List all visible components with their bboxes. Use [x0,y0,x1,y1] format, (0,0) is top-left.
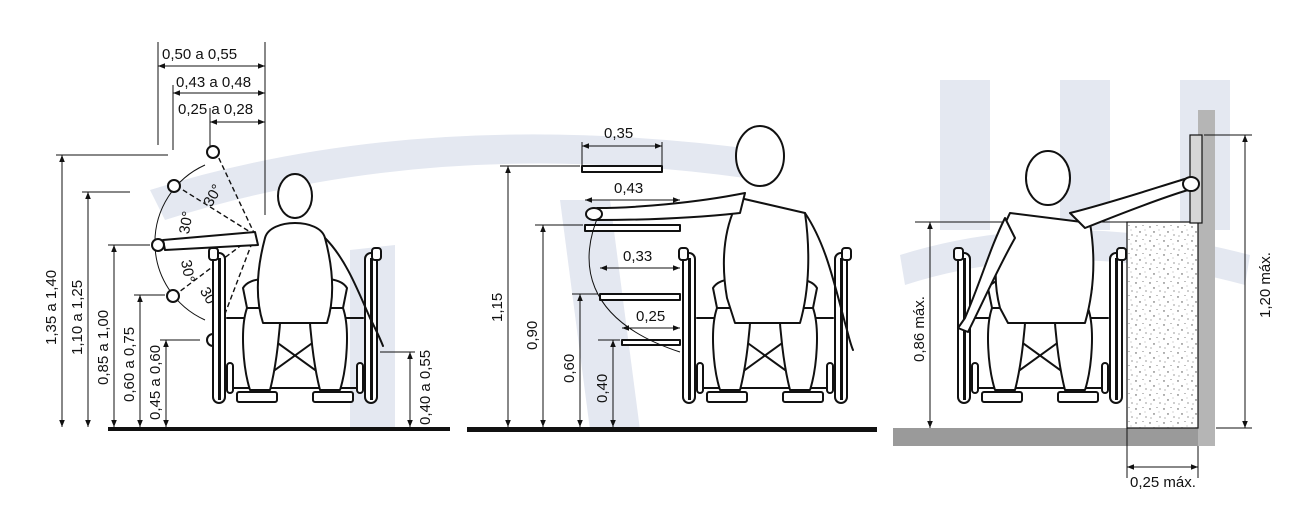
dim-label: 0,25 máx. [1130,474,1196,491]
dim-label: 0,85 a 1,00 [95,310,112,385]
wheelchair-user-figure [585,125,854,404]
dim-label: 1,20 máx. [1257,252,1274,318]
dim-label: 0,40 [594,374,611,403]
dim-label: 0,25 a 0,28 [178,101,253,118]
wheelchair-user-figure [208,173,384,404]
dim-label: 1,15 [489,293,506,322]
dim-label: 0,90 [524,321,541,350]
angle-label: 30° [176,210,197,235]
dim-label: 0,43 [614,180,643,197]
floor-line [108,427,450,431]
counter [1126,221,1199,429]
dim-label: 1,10 a 1,25 [69,280,86,355]
panel-1-reach-arcs: 0,50 a 0,55 0,43 a 0,48 0,25 a 0,28 1,35… [43,42,450,431]
dim-label: 0,40 a 0,55 [417,350,434,425]
dim-label: 0,86 máx. [911,296,928,362]
panel-3-counter: 0,86 máx. 1,20 máx. 0,25 máx. [893,110,1274,491]
dim-label: 0,50 a 0,55 [162,46,237,63]
wheelchair-user-figure [953,150,1200,404]
dim-label: 0,60 a 0,75 [121,327,138,402]
dim-label: 1,35 a 1,40 [43,270,60,345]
dim-label: 0,45 a 0,60 [147,345,164,420]
dim-label: 0,35 [604,125,633,142]
panel-2-shelves: 0,35 0,43 0,33 0,25 1,15 0,90 0,60 0,40 [467,125,877,432]
shelf [581,165,663,173]
dim-label: 0,43 a 0,48 [176,74,251,91]
dim-label: 0,25 [636,308,665,325]
floor [893,428,1198,446]
angle-label: 30° [177,259,198,284]
shelf [584,224,681,232]
shelf [599,293,681,301]
dim-label: 0,60 [561,354,578,383]
floor-line [467,427,877,432]
dim-label: 0,33 [623,248,652,265]
